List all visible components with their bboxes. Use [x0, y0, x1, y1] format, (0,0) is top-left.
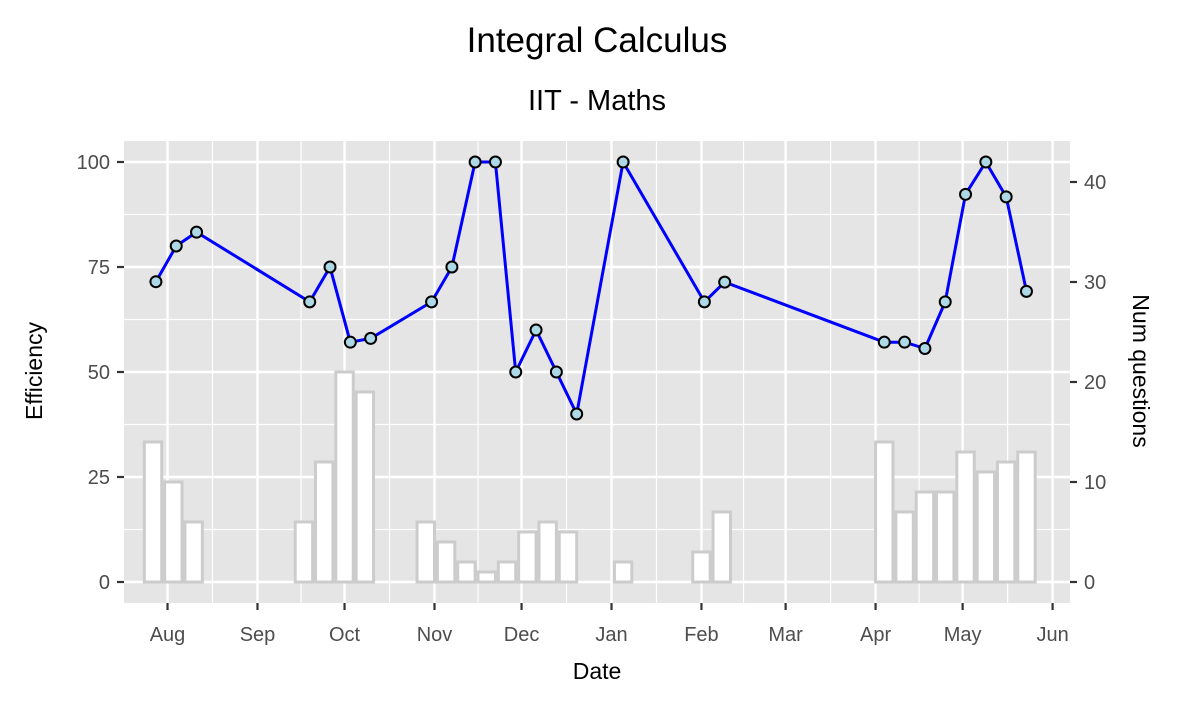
x-tick-label-sep: Sep [240, 624, 276, 646]
point-2019-10-31 [425, 295, 439, 309]
point-2019-08-11 [190, 225, 204, 239]
bar-2019-08-10 [183, 520, 204, 584]
point-2019-07-28 [149, 275, 163, 289]
y-left-tick-label-25: 25 [88, 467, 110, 489]
bar-2019-11-26 [496, 560, 518, 584]
point-2020-04-25 [938, 295, 952, 309]
y-left-tick-label-100: 100 [77, 152, 110, 174]
bar-2020-05-23 [1016, 450, 1037, 584]
bar-2019-10-01 [334, 370, 355, 584]
x-tick-label-oct: Oct [329, 624, 361, 646]
bar-2019-12-03 [517, 530, 538, 584]
bar-2020-04-18 [914, 490, 936, 584]
point-2020-05-02 [959, 187, 973, 201]
y-right-tick-label-30: 30 [1084, 272, 1106, 294]
bar-2020-01-05 [612, 560, 634, 584]
x-tick-label-may: May [944, 624, 982, 646]
chart-title: Integral Calculus [467, 21, 728, 60]
point-2019-09-19 [303, 295, 317, 309]
y-axis-right-title: Num questions [1128, 294, 1154, 447]
x-tick-label-nov: Nov [417, 624, 453, 646]
x-tick-label-mar: Mar [768, 624, 803, 646]
point-2020-05-16 [999, 190, 1013, 204]
x-tick-label-dec: Dec [504, 624, 540, 646]
efficiency-points [149, 155, 1033, 421]
x-tick-label-feb: Feb [684, 624, 718, 646]
bar-2019-12-17 [557, 530, 579, 584]
y-right-tick-label-10: 10 [1084, 472, 1106, 494]
chart-subtitle: IIT - Maths [528, 85, 666, 117]
y-right-tick-label-0: 0 [1084, 572, 1095, 594]
bar-2019-07-27 [142, 440, 164, 584]
x-tick-label-apr: Apr [860, 624, 891, 646]
bar-2019-12-10 [537, 520, 558, 584]
bar-2019-09-24 [314, 460, 335, 584]
point-2019-11-29 [509, 365, 523, 379]
bar-2019-10-29 [415, 520, 436, 584]
bar-2020-05-16 [995, 460, 1017, 584]
y-left-tick-label-50: 50 [88, 362, 110, 384]
point-2019-10-10 [364, 331, 378, 345]
point-2020-02-02 [697, 295, 711, 309]
x-axis-title: Date [573, 658, 622, 684]
point-2019-11-15 [468, 155, 482, 169]
point-2019-11-22 [488, 155, 502, 169]
point-2019-12-13 [549, 365, 563, 379]
bar-2020-05-09 [975, 470, 997, 584]
bar-2019-11-12 [456, 560, 477, 584]
bar-2020-04-04 [874, 440, 895, 584]
bar-2020-02-01 [691, 550, 712, 584]
point-2020-05-23 [1019, 284, 1033, 298]
x-tick-label-aug: Aug [150, 624, 186, 646]
bar-2019-09-17 [293, 520, 315, 584]
bar-2019-11-19 [476, 570, 497, 584]
point-2020-05-09 [979, 155, 993, 169]
y-left-tick-label-75: 75 [88, 257, 110, 279]
point-2019-12-20 [570, 407, 584, 421]
point-2019-10-03 [343, 335, 357, 349]
point-2019-11-07 [445, 260, 459, 274]
y-axis-left-title: Efficiency [21, 321, 47, 420]
x-axis: Aug Sep Oct Nov Dec Jan Feb Mar Apr May Jun [150, 603, 1069, 646]
y-right-tick-label-40: 40 [1084, 172, 1106, 194]
point-2020-02-09 [718, 275, 732, 289]
point-2019-09-26 [323, 260, 337, 274]
point-2019-08-04 [169, 239, 183, 253]
question-bars [142, 370, 1037, 584]
bar-2019-10-08 [354, 390, 376, 584]
y-axis-right: 0 10 20 30 40 [1070, 172, 1106, 594]
y-right-tick-label-20: 20 [1084, 372, 1106, 394]
bar-2020-02-08 [711, 510, 732, 584]
y-axis-left: 0 25 50 75 100 [77, 152, 124, 594]
bar-2020-05-02 [955, 450, 976, 584]
efficiency-line [154, 160, 1028, 416]
point-2020-04-11 [898, 335, 912, 349]
point-2020-04-04 [877, 335, 891, 349]
bar-2020-04-11 [894, 510, 915, 584]
bar-2020-04-25 [935, 490, 956, 584]
x-tick-label-jun: Jun [1036, 624, 1068, 646]
point-2019-12-06 [529, 323, 543, 337]
y-left-tick-label-0: 0 [99, 572, 110, 594]
bar-2019-08-03 [163, 480, 184, 584]
bar-2019-11-05 [435, 540, 457, 584]
x-tick-label-jan: Jan [595, 624, 627, 646]
point-2020-01-05 [616, 155, 630, 169]
point-2020-04-18 [918, 341, 932, 355]
